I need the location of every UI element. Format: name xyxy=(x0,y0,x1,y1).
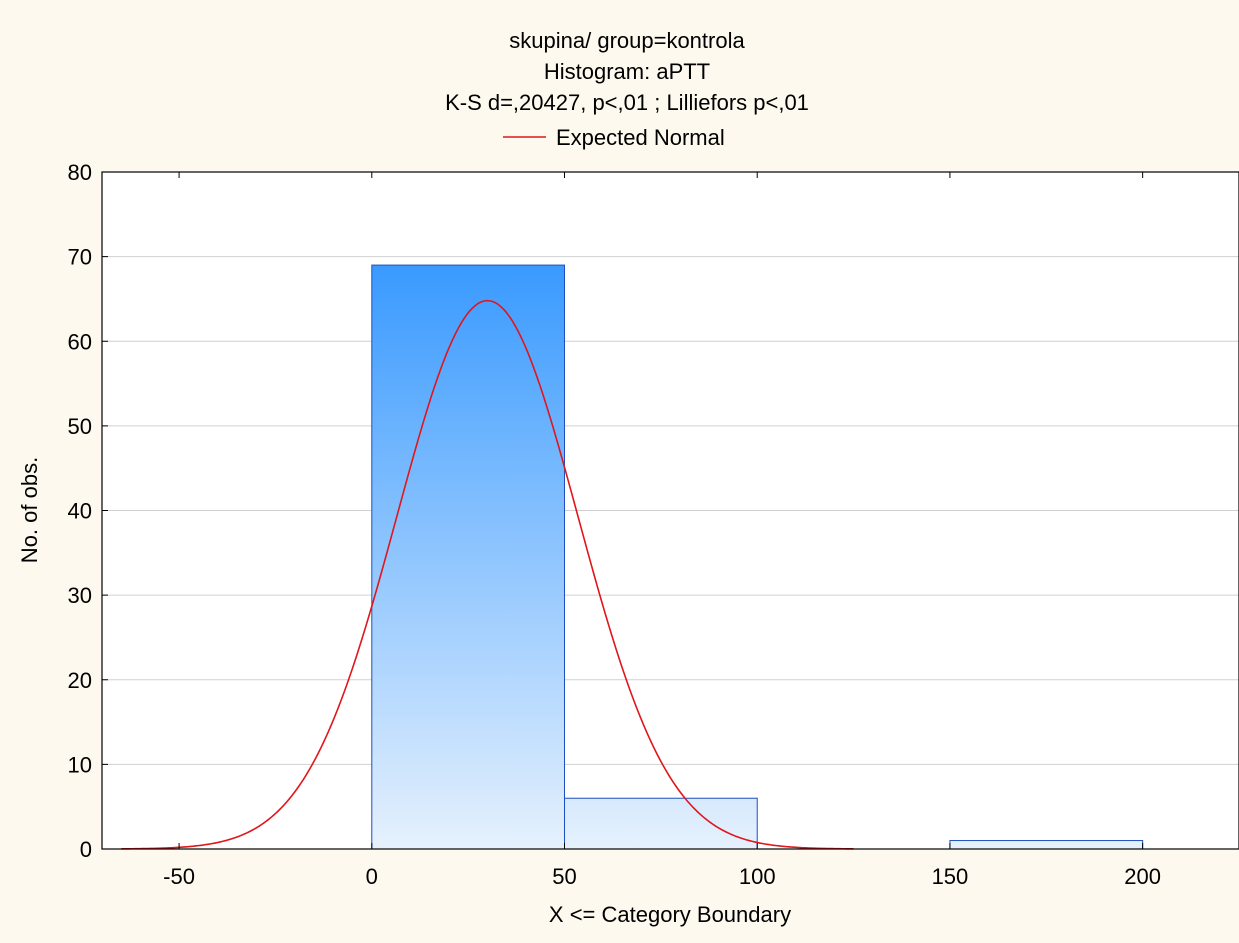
y-axis-label: No. of obs. xyxy=(17,457,42,563)
chart-title-line-2: Histogram: aPTT xyxy=(544,59,710,84)
y-tick-label: 80 xyxy=(68,160,92,185)
y-tick-label: 10 xyxy=(68,752,92,777)
legend-label: Expected Normal xyxy=(556,125,725,150)
x-tick-label: -50 xyxy=(163,864,195,889)
x-tick-label: 150 xyxy=(932,864,969,889)
y-tick-label: 30 xyxy=(68,583,92,608)
histogram-bar xyxy=(564,797,758,850)
chart-title-line-1: skupina/ group=kontrola xyxy=(509,28,745,53)
y-tick-label: 40 xyxy=(68,499,92,524)
x-tick-label: 0 xyxy=(366,864,378,889)
y-tick-label: 20 xyxy=(68,668,92,693)
x-axis-label: X <= Category Boundary xyxy=(549,902,791,927)
y-tick-label: 50 xyxy=(68,414,92,439)
y-tick-label: 60 xyxy=(68,329,92,354)
x-tick-label: 100 xyxy=(739,864,776,889)
y-tick-label: 0 xyxy=(80,837,92,862)
gridlines xyxy=(102,256,1239,765)
x-tick-label: 50 xyxy=(552,864,576,889)
expected-normal-curve xyxy=(121,299,854,850)
x-axis: -50 0 50 100 150 200 xyxy=(163,172,1161,889)
chart-title-line-3: K-S d=,20427, p<,01 ; Lilliefors p<,01 xyxy=(445,90,809,115)
x-tick-label: 200 xyxy=(1124,864,1161,889)
y-axis: 0 10 20 30 40 50 60 70 80 xyxy=(68,160,108,862)
histogram-bar xyxy=(949,840,1144,850)
y-tick-label: 70 xyxy=(68,245,92,270)
histogram-bar xyxy=(371,264,566,850)
